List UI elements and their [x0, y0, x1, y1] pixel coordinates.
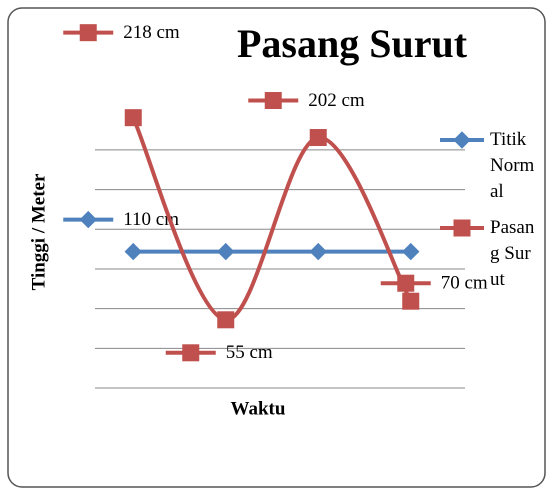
data-point — [124, 109, 142, 127]
series-line — [131, 116, 413, 322]
legend-label: Titik Normal — [490, 129, 535, 202]
data-label-key-marker — [79, 210, 97, 229]
data-point — [217, 311, 235, 329]
data-point — [309, 129, 327, 147]
data-label: 55 cm — [226, 342, 273, 363]
chart-frame — [7, 7, 546, 488]
data-label: 110 cm — [123, 209, 179, 230]
data-point — [309, 242, 327, 261]
y-axis-label: Tinggi / Meter — [28, 173, 49, 290]
data-label-key-marker — [264, 92, 282, 110]
data-point — [124, 242, 142, 261]
x-axis-label: Waktu — [231, 398, 286, 419]
data-point — [402, 292, 420, 310]
legend-key-marker — [453, 131, 471, 149]
data-label-key-marker — [79, 24, 97, 42]
chart-title: Pasang Surut — [237, 21, 468, 66]
data-label: 70 cm — [441, 273, 488, 294]
legend-key-marker — [453, 219, 471, 237]
data-label: 202 cm — [308, 90, 365, 111]
legend-label: Pasang Surut — [490, 217, 535, 290]
data-point — [217, 242, 235, 261]
data-label: 218 cm — [123, 22, 180, 43]
data-point — [402, 242, 420, 261]
data-label-key-marker — [397, 274, 415, 292]
data-label-key-marker — [182, 344, 200, 362]
